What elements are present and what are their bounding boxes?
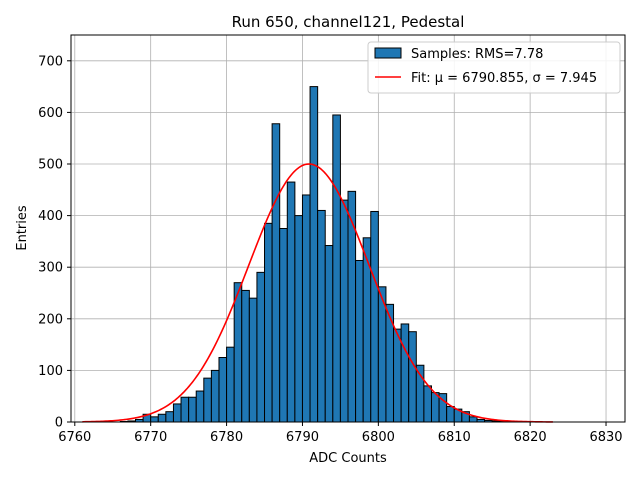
y-axis-ticks: 0 100 200 300 400 500 600 700 bbox=[38, 54, 71, 431]
histogram-bar bbox=[210, 369, 220, 423]
x-axis-ticks: 6760 6770 6780 6790 6800 6810 6820 6830 bbox=[58, 422, 623, 445]
y-tick-label: 300 bbox=[38, 261, 63, 276]
x-tick-label: 6820 bbox=[514, 430, 547, 445]
x-tick-label: 6810 bbox=[438, 430, 471, 445]
histogram-bar bbox=[294, 215, 303, 423]
histogram-bar bbox=[165, 411, 174, 423]
histogram-bar bbox=[157, 413, 167, 423]
histogram-bar bbox=[408, 331, 417, 423]
histogram-bar bbox=[400, 323, 410, 423]
histogram-bar bbox=[301, 194, 311, 423]
x-tick-label: 6780 bbox=[210, 430, 243, 445]
histogram-bar bbox=[317, 209, 326, 423]
y-tick-label: 100 bbox=[38, 364, 63, 379]
histogram-bar bbox=[309, 86, 319, 423]
histogram-bar bbox=[393, 328, 402, 423]
histogram-bar bbox=[264, 222, 273, 423]
y-tick-label: 400 bbox=[38, 209, 63, 224]
histogram-bar bbox=[188, 396, 197, 423]
histogram-bar bbox=[324, 245, 334, 423]
histogram-bar bbox=[195, 390, 205, 423]
legend: Samples: RMS=7.78 Fit: μ = 6790.855, σ =… bbox=[367, 41, 621, 94]
y-tick-label: 200 bbox=[38, 312, 63, 327]
y-tick-label: 500 bbox=[38, 158, 63, 173]
histogram-bar bbox=[339, 199, 349, 423]
x-tick-label: 6790 bbox=[286, 430, 319, 445]
histogram-bar bbox=[233, 282, 243, 423]
histogram-bar bbox=[279, 228, 288, 423]
legend-samples-label: Samples: RMS=7.78 bbox=[411, 47, 543, 62]
x-axis-label: ADC Counts bbox=[309, 451, 387, 466]
y-tick-label: 600 bbox=[38, 106, 63, 121]
histogram-bar bbox=[423, 385, 432, 423]
histogram-bar bbox=[271, 123, 281, 423]
legend-fit-label: Fit: μ = 6790.855, σ = 7.945 bbox=[411, 71, 597, 86]
y-tick-label: 0 bbox=[55, 416, 63, 431]
x-tick-label: 6770 bbox=[134, 430, 167, 445]
histogram-bar bbox=[468, 416, 478, 423]
histogram-bar bbox=[172, 403, 182, 423]
histogram-bar bbox=[203, 377, 212, 423]
x-tick-label: 6760 bbox=[58, 430, 91, 445]
histogram-bar bbox=[226, 346, 235, 423]
histogram-bar bbox=[370, 210, 379, 423]
histogram-bar bbox=[241, 289, 250, 423]
plot-frame bbox=[70, 34, 626, 423]
histogram-bar bbox=[248, 297, 258, 423]
gaussian-fit-line bbox=[82, 163, 553, 423]
histogram-bar bbox=[180, 396, 190, 423]
chart-title: Run 650, channel121, Pedestal bbox=[232, 13, 465, 31]
histogram-bar bbox=[332, 114, 341, 423]
legend-samples-swatch bbox=[374, 47, 402, 59]
histogram-bar bbox=[256, 271, 266, 423]
x-tick-label: 6800 bbox=[362, 430, 395, 445]
histogram-bar bbox=[446, 406, 455, 423]
y-axis-label: Entries bbox=[15, 205, 30, 251]
histogram-bar bbox=[150, 416, 159, 423]
x-tick-label: 6830 bbox=[589, 430, 622, 445]
y-tick-label: 700 bbox=[38, 54, 63, 69]
histogram-bar bbox=[355, 259, 364, 423]
histogram-bars bbox=[119, 86, 508, 423]
histogram-bar bbox=[286, 181, 296, 423]
legend-box bbox=[367, 41, 621, 94]
histogram-bar bbox=[218, 357, 228, 423]
histogram-bar bbox=[430, 392, 440, 423]
